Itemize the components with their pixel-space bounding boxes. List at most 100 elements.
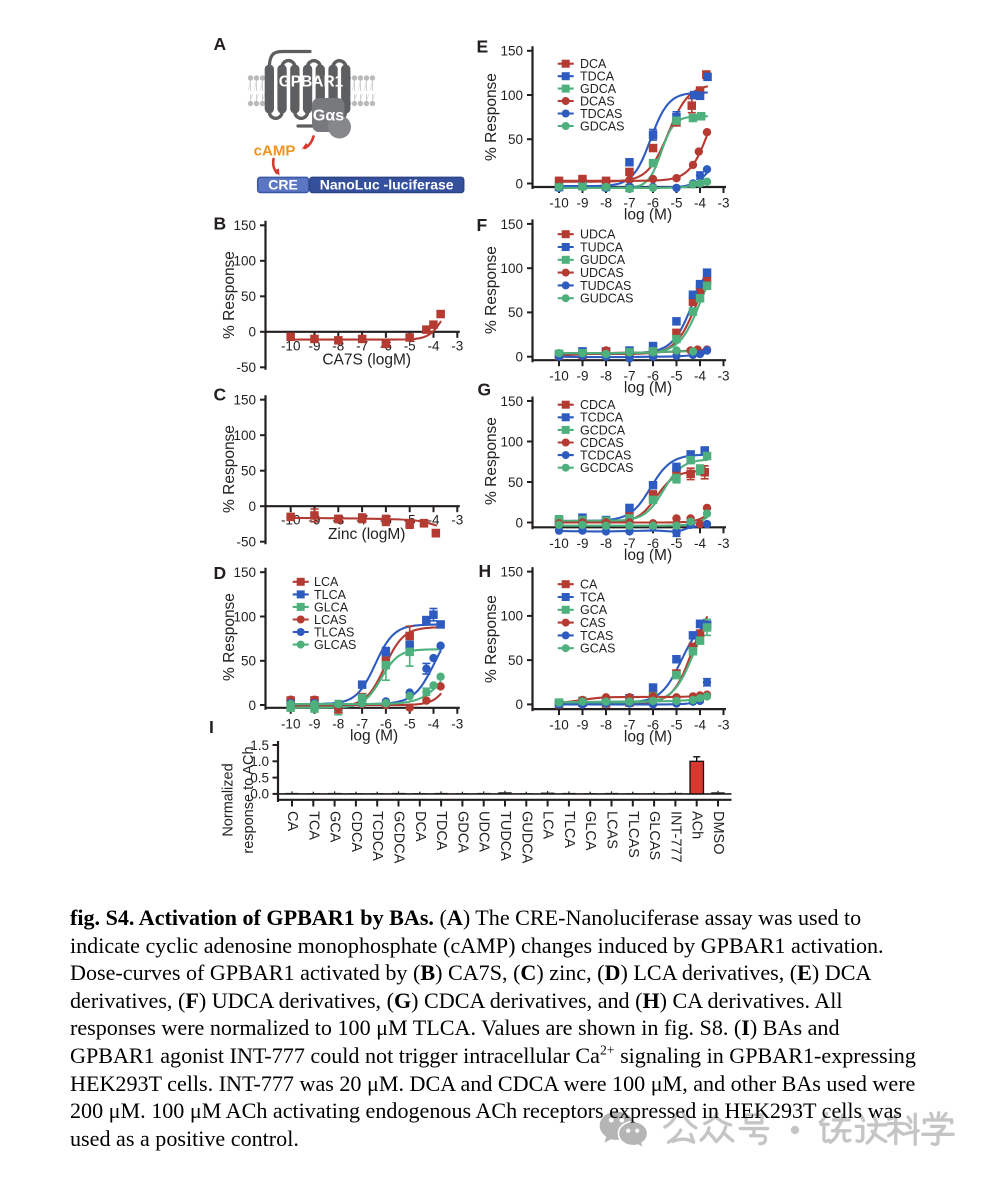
svg-text:D: D [214,563,227,583]
svg-text:-10: -10 [281,338,301,353]
svg-text:TUDCA: TUDCA [497,811,513,861]
svg-text:CDCA: CDCA [348,811,364,852]
svg-text:1.0: 1.0 [250,754,269,769]
svg-text:% Response: % Response [221,425,238,513]
svg-text:-6: -6 [647,718,659,733]
svg-text:150: 150 [233,218,256,233]
svg-text:0: 0 [515,515,523,530]
svg-text:TCA: TCA [305,811,321,840]
svg-text:C: C [214,385,227,405]
svg-text:UDCA: UDCA [580,228,616,242]
svg-text:-9: -9 [576,718,588,733]
svg-text:Normalized: Normalized [221,763,237,836]
svg-text:100: 100 [500,88,523,103]
svg-text:response to ACh: response to ACh [241,746,257,853]
svg-text:GDCAS: GDCAS [580,119,624,133]
svg-text:TUDCAS: TUDCAS [580,279,631,293]
svg-text:-5: -5 [670,196,682,211]
svg-text:DMSO: DMSO [710,811,726,855]
svg-text:150: 150 [500,217,523,232]
svg-text:% Response: % Response [483,73,500,161]
svg-text:-7: -7 [623,369,635,384]
svg-text:-5: -5 [670,718,682,733]
svg-text:-9: -9 [576,536,588,551]
svg-text:INT-777: INT-777 [667,811,683,863]
svg-text:GPBAR1: GPBAR1 [279,74,344,91]
svg-text:-6: -6 [647,369,659,384]
svg-text:-10: -10 [549,369,569,384]
svg-text:% Response: % Response [483,246,500,334]
svg-text:-3: -3 [717,369,729,384]
svg-text:0.0: 0.0 [250,787,269,802]
svg-text:-4: -4 [694,196,706,211]
svg-text:50: 50 [241,289,256,304]
svg-text:-9: -9 [576,369,588,384]
svg-text:100: 100 [500,261,523,276]
svg-text:TCDCAS: TCDCAS [580,449,631,463]
svg-text:-9: -9 [308,716,320,731]
svg-text:log (M): log (M) [624,729,672,746]
svg-text:CA: CA [580,578,598,592]
svg-text:log (M): log (M) [624,207,672,224]
svg-text:-5: -5 [404,716,416,731]
svg-text:150: 150 [500,44,523,59]
svg-text:0: 0 [248,698,256,713]
svg-text:TLCA: TLCA [561,811,577,848]
svg-text:150: 150 [233,565,256,580]
svg-text:100: 100 [500,609,523,624]
svg-text:GCDCAS: GCDCAS [580,461,633,475]
svg-text:F: F [477,215,488,235]
svg-text:LCA: LCA [314,575,339,589]
svg-text:DCA: DCA [580,57,607,71]
svg-text:50: 50 [508,305,523,320]
svg-text:-7: -7 [623,718,635,733]
svg-text:100: 100 [233,254,256,269]
svg-text:-4: -4 [694,536,706,551]
svg-text:150: 150 [233,393,256,408]
svg-text:1.5: 1.5 [250,738,269,753]
svg-text:-5: -5 [670,536,682,551]
svg-text:GCA: GCA [327,811,343,843]
svg-text:-7: -7 [623,536,635,551]
svg-text:0: 0 [248,499,256,514]
svg-text:-4: -4 [694,718,706,733]
svg-text:-10: -10 [281,716,301,731]
svg-text:GLCA: GLCA [582,811,598,851]
svg-text:-10: -10 [549,536,569,551]
svg-text:50: 50 [508,475,523,490]
svg-text:TLCA: TLCA [314,588,347,602]
svg-text:-3: -3 [717,536,729,551]
svg-text:log (M): log (M) [624,380,672,397]
svg-text:% Response: % Response [221,593,238,681]
svg-text:Gαs: Gαs [313,108,344,125]
svg-text:0: 0 [515,350,523,365]
svg-text:I: I [209,717,214,737]
svg-text:50: 50 [241,654,256,669]
svg-text:-8: -8 [600,536,612,551]
svg-text:-3: -3 [717,718,729,733]
svg-text:cAMP: cAMP [254,143,296,160]
svg-text:NanoLuc -luciferase: NanoLuc -luciferase [320,177,454,193]
svg-text:-8: -8 [600,369,612,384]
svg-text:150: 150 [500,564,523,579]
svg-text:UDCAS: UDCAS [580,266,624,280]
svg-text:TLCAS: TLCAS [625,811,641,858]
svg-text:-3: -3 [717,196,729,211]
svg-text:-3: -3 [451,716,463,731]
svg-text:CDCA: CDCA [580,398,616,412]
svg-text:100: 100 [233,609,256,624]
svg-text:-6: -6 [380,716,392,731]
svg-text:TCAS: TCAS [580,629,613,643]
svg-text:-4: -4 [427,716,439,731]
svg-text:150: 150 [500,394,523,409]
svg-text:-10: -10 [549,196,569,211]
svg-text:GLCAS: GLCAS [646,811,662,860]
svg-text:-4: -4 [427,338,439,353]
svg-text:% Response: % Response [483,417,500,505]
svg-text:-6: -6 [647,536,659,551]
svg-text:TUDCA: TUDCA [580,240,624,254]
svg-text:GDCA: GDCA [454,811,470,853]
svg-text:0: 0 [515,697,523,712]
svg-text:TDCA: TDCA [580,70,615,84]
svg-text:LCAS: LCAS [314,613,347,627]
